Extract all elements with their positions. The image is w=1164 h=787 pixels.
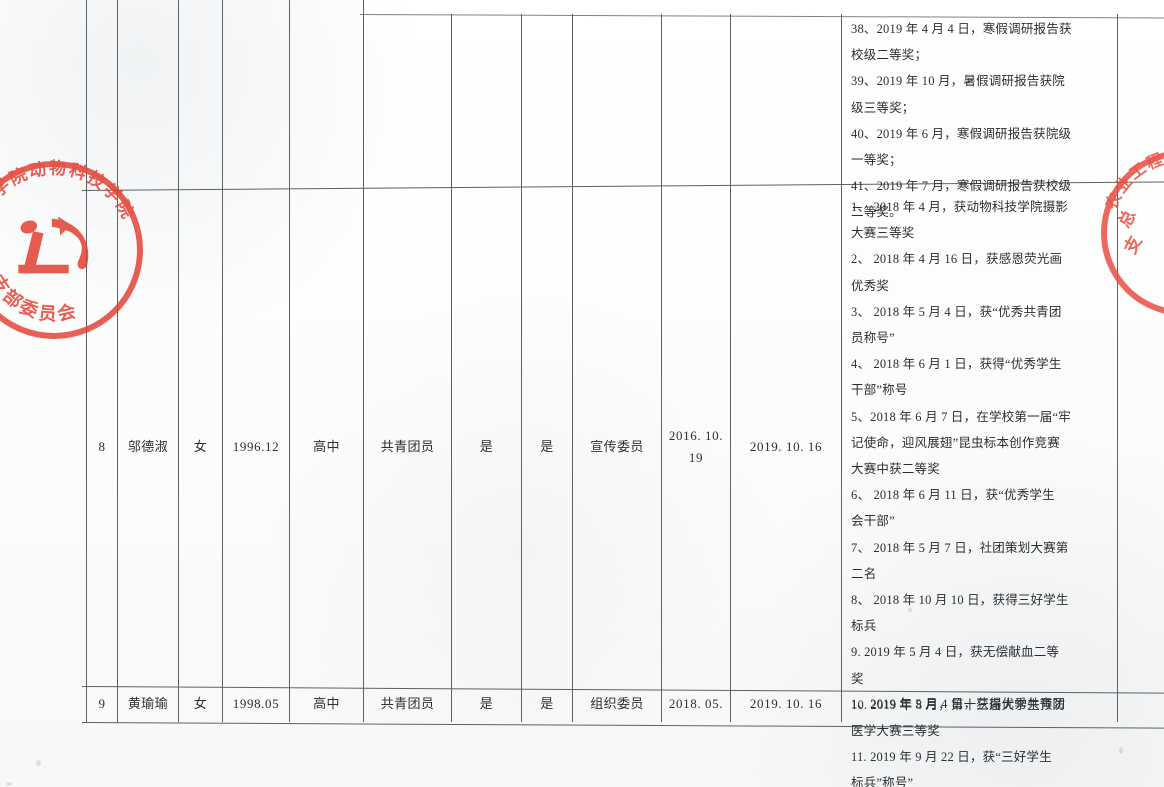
cell-row9-position: 组织委员 xyxy=(590,695,644,711)
cell-row9-date-rec: 2019. 10. 16 xyxy=(749,695,823,711)
cell-row8-political: 共青团员 xyxy=(380,438,435,454)
cell-row9-birth: 1998.05 xyxy=(232,695,280,711)
cell-row9-political: 共青团员 xyxy=(380,695,435,711)
cell-row8-date-join: 2016. 10. 19 xyxy=(668,428,724,465)
col-border-5 xyxy=(363,0,364,722)
col-border-3 xyxy=(222,0,223,722)
scan-speck xyxy=(1119,747,1123,754)
cell-row8-gender: 女 xyxy=(193,438,208,454)
cell-row8-seq: 8 xyxy=(98,438,106,454)
scan-speck xyxy=(36,760,41,766)
col-border-6 xyxy=(451,14,452,722)
cell-row8-date-rec: 2019. 10. 16 xyxy=(749,438,823,454)
col-border-4 xyxy=(289,0,290,722)
cell-row8-flag2: 是 xyxy=(540,438,554,454)
col-border-2 xyxy=(178,0,179,722)
col-border-8 xyxy=(572,14,573,722)
cell-row9-flag2: 是 xyxy=(540,695,554,711)
cell-row9-gender: 女 xyxy=(193,695,208,711)
cell-row8-education: 高中 xyxy=(313,438,340,454)
col-border-right xyxy=(1117,14,1118,722)
col-border-7 xyxy=(521,14,522,722)
col-border-11 xyxy=(841,14,842,722)
col-border-left xyxy=(86,0,87,722)
cell-row9-flag1: 是 xyxy=(479,695,494,711)
cell-row8-awards: 1、 2018 年 4 月，获动物科技学院摄影 大赛三等奖 2、 2018 年 … xyxy=(851,200,1071,787)
cell-row8-name: 邬德淑 xyxy=(127,438,169,454)
scan-speck xyxy=(908,608,912,612)
awards-cell-partial-top: 38、2019 年 4 月 4 日，寒假调研报告获 校级二等奖； 39、2019… xyxy=(851,22,1072,220)
cell-row8-position: 宣传委员 xyxy=(590,438,644,454)
cell-row9-education: 高中 xyxy=(313,695,340,711)
col-border-1 xyxy=(117,0,118,722)
scan-speck xyxy=(6,782,12,786)
col-border-9 xyxy=(661,14,662,722)
cell-row9-name: 黄瑜瑜 xyxy=(127,695,169,711)
cell-row9-awards: 1、2019 年 5 月 4 日，获得优秀共青团 xyxy=(851,697,1066,711)
col-border-10 xyxy=(730,14,731,722)
cell-row9-seq: 9 xyxy=(98,695,106,711)
cell-row8-birth: 1996.12 xyxy=(232,438,280,454)
cell-row8-flag1: 是 xyxy=(479,438,494,454)
cell-row9-date-join: 2018. 05. xyxy=(668,695,724,711)
